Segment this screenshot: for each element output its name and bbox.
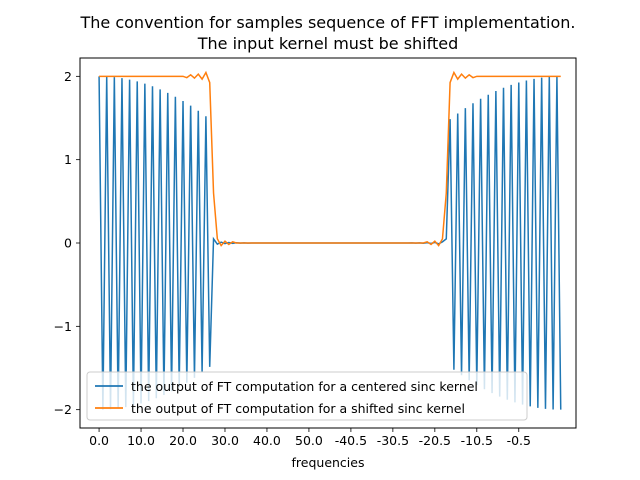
chart-title-line1: The convention for samples sequence of F… — [80, 13, 576, 32]
x-tick-label: 10.0 — [127, 433, 155, 448]
x-tick-label: 20.0 — [169, 433, 197, 448]
legend-label-centered: the output of FT computation for a cente… — [131, 379, 478, 394]
y-tick-label: 1 — [64, 152, 72, 167]
x-tick-label: 30.0 — [211, 433, 239, 448]
x-tick-label: -10.5 — [461, 433, 493, 448]
y-tick-label: 2 — [64, 69, 72, 84]
legend: the output of FT computation for a cente… — [86, 371, 528, 421]
legend-box — [86, 371, 528, 421]
x-tick-label: -0.5 — [507, 433, 531, 448]
y-tick-label: −1 — [54, 319, 72, 334]
x-axis-label: frequencies — [292, 455, 365, 470]
plot-area — [79, 57, 577, 429]
x-tick-label: 0.0 — [89, 433, 109, 448]
y-axis-ticks: 2 1 0 −1 −2 — [54, 69, 80, 417]
x-tick-label: 40.0 — [253, 433, 281, 448]
x-axis-ticks: 0.0 10.0 20.0 30.0 40.0 50.0 -40.5 -30.5 -20.5 -1… — [89, 428, 531, 448]
legend-label-shifted: the output of FT computation for a shift… — [131, 401, 465, 416]
x-tick-label: -30.5 — [377, 433, 409, 448]
chart-title-line2: The input kernel must be shifted — [197, 34, 459, 53]
x-tick-label: -20.5 — [419, 433, 451, 448]
series-layer — [98, 70, 562, 410]
x-tick-label: 50.0 — [295, 433, 323, 448]
x-tick-label: -40.5 — [335, 433, 367, 448]
y-tick-label: −2 — [54, 402, 72, 417]
series-shifted-kernel — [99, 70, 561, 247]
y-tick-label: 0 — [64, 236, 72, 251]
